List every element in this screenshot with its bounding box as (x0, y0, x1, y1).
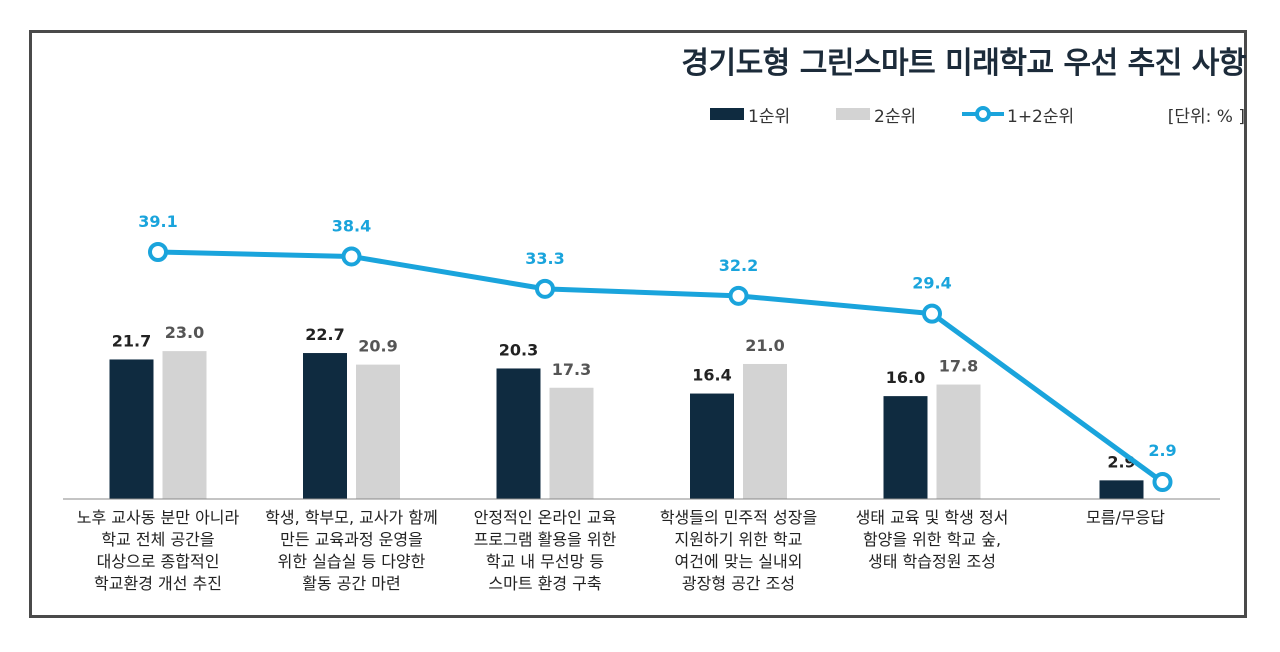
data-label-series-1-2: 20.3 (499, 340, 538, 359)
data-label-series-3-1: 38.4 (332, 216, 371, 235)
point-series-3-2 (535, 278, 555, 299)
data-label-series-2-0: 23.0 (165, 323, 204, 342)
bar-series-1-5 (1099, 480, 1144, 499)
data-label-series-1-3: 16.4 (692, 366, 731, 385)
point-series-3-0 (148, 242, 168, 262)
category-label-1: 학생, 학부모, 교사가 함께 만든 교육과정 운영을 위한 실습실 등 다양한… (265, 508, 438, 593)
point-series-3-1 (341, 246, 362, 267)
bar-series-2-0 (162, 351, 207, 499)
legend-label-series-3: 1+2순위 (1007, 107, 1075, 127)
bar-series-1-1 (303, 353, 347, 499)
point-series-3-5 (1152, 472, 1173, 492)
point-series-3-3 (728, 285, 749, 306)
bar-series-1-3 (690, 393, 734, 499)
data-label-series-1-0: 21.7 (112, 331, 151, 350)
unit-label: [단위: % ] (1167, 107, 1245, 127)
data-label-series-3-2: 33.3 (525, 249, 564, 268)
bar-series-2-3 (743, 363, 787, 499)
legend-swatch-series-1 (710, 108, 744, 120)
category-label-4: 생태 교육 및 학생 정서 함양을 위한 학교 숲, 생태 학습정원 조성 (855, 508, 1009, 571)
data-label-series-3-0: 39.1 (138, 212, 177, 231)
chart-frame (29, 30, 1247, 618)
bar-series-2-1 (356, 364, 400, 499)
legend-label-series-1: 1순위 (748, 107, 791, 127)
data-label-series-3-5: 2.9 (1148, 441, 1176, 460)
data-label-series-2-4: 17.8 (939, 357, 978, 376)
data-label-series-3-3: 32.2 (719, 256, 758, 275)
category-label-3: 학생들의 민주적 성장을 지원하기 위한 학교 여건에 맞는 실내외 광장형 공… (659, 508, 818, 593)
data-label-series-2-1: 20.9 (358, 337, 397, 356)
category-label-0: 노후 교사동 분만 아니라 학교 전체 공간을 대상으로 종합적인 학교환경 개… (76, 508, 240, 593)
legend-marker-series-3 (975, 106, 991, 122)
bar-series-1-2 (496, 368, 541, 499)
data-label-series-1-1: 22.7 (305, 325, 344, 344)
category-label-5: 모름/무응답 (1086, 508, 1165, 527)
data-label-series-2-3: 21.0 (745, 336, 784, 355)
point-series-3-4 (922, 303, 942, 324)
bar-series-1-0 (109, 359, 154, 499)
data-label-series-3-4: 29.4 (912, 274, 951, 293)
bar-series-1-4 (883, 396, 928, 499)
bar-series-2-4 (936, 384, 981, 499)
bar-series-2-2 (549, 387, 594, 499)
chart-title: 경기도형 그린스마트 미래학교 우선 추진 사항 (681, 46, 1246, 81)
data-label-series-2-2: 17.3 (552, 360, 591, 379)
legend-label-series-2: 2순위 (874, 107, 917, 127)
line-series-3 (157, 249, 1164, 485)
legend-swatch-series-2 (836, 108, 870, 120)
data-label-series-1-4: 16.0 (886, 368, 925, 387)
category-label-2: 안정적인 온라인 교육 프로그램 활용을 위한 학교 내 무선망 등 스마트 환… (473, 508, 617, 593)
